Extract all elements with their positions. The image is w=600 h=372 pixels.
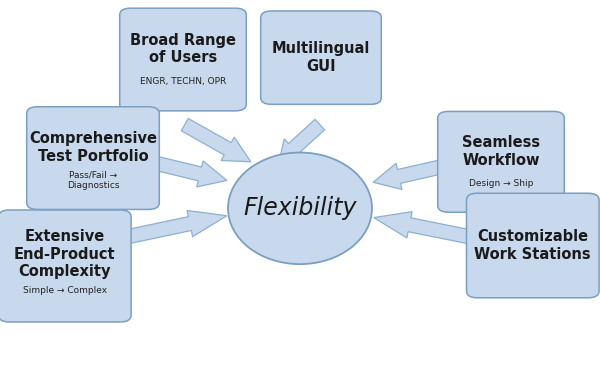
Text: Customizable
Work Stations: Customizable Work Stations	[475, 229, 591, 262]
Text: Comprehensive
Test Portfolio: Comprehensive Test Portfolio	[29, 131, 157, 164]
Text: Multilingual
GUI: Multilingual GUI	[272, 41, 370, 74]
Text: Design → Ship: Design → Ship	[469, 179, 533, 188]
Text: Broad Range
of Users: Broad Range of Users	[130, 33, 236, 65]
Text: Simple → Complex: Simple → Complex	[23, 286, 107, 295]
FancyBboxPatch shape	[260, 11, 382, 104]
Text: Extensive
End-Product
Complexity: Extensive End-Product Complexity	[14, 229, 116, 279]
FancyBboxPatch shape	[0, 210, 131, 322]
Text: Flexibility: Flexibility	[243, 196, 357, 220]
FancyBboxPatch shape	[467, 193, 599, 298]
FancyBboxPatch shape	[27, 107, 160, 209]
Polygon shape	[374, 212, 477, 245]
FancyBboxPatch shape	[120, 8, 246, 111]
Text: ENGR, TECHN, OPR: ENGR, TECHN, OPR	[140, 77, 226, 86]
Polygon shape	[279, 119, 325, 162]
Polygon shape	[373, 158, 449, 189]
Polygon shape	[181, 118, 251, 162]
Ellipse shape	[228, 153, 372, 264]
Text: Seamless
Workflow: Seamless Workflow	[462, 135, 540, 167]
FancyBboxPatch shape	[437, 112, 564, 212]
Polygon shape	[120, 211, 227, 245]
Polygon shape	[148, 155, 227, 187]
Text: Pass/Fail →
Diagnostics: Pass/Fail → Diagnostics	[67, 171, 119, 190]
